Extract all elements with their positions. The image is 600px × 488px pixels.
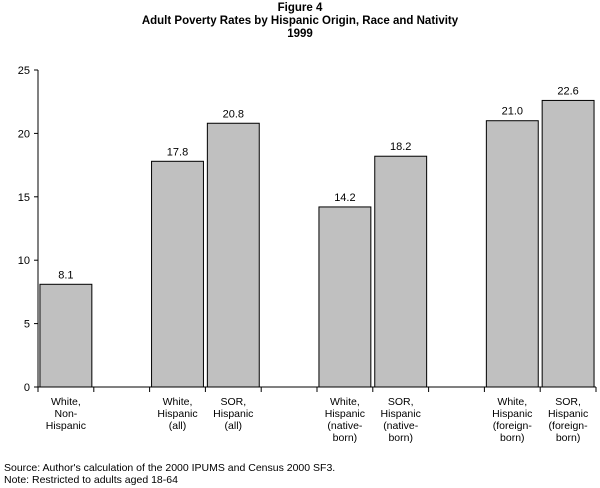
- data-label: 18.2: [390, 141, 411, 153]
- data-label: 20.8: [223, 108, 244, 120]
- category-label-line: (all): [225, 420, 243, 432]
- category-label-line: White,: [51, 396, 81, 408]
- y-tick-label: 10: [18, 255, 30, 267]
- category-label-line: SOR,: [388, 396, 414, 408]
- y-tick-label: 15: [18, 192, 30, 204]
- category-label: SOR, Hispanic (foreign-born): [548, 396, 588, 444]
- category-label-line: Hispanic: [325, 408, 365, 420]
- category-label-line: Hispanic: [157, 408, 197, 420]
- bar: [374, 155, 428, 388]
- bar: [151, 160, 204, 388]
- category-label: White, Non-Hispanic: [46, 396, 86, 432]
- category-label-line: White,: [163, 396, 193, 408]
- y-tick-label: 5: [24, 319, 30, 331]
- figure-label: Figure 4: [277, 2, 323, 14]
- y-tick-label: 20: [18, 128, 30, 140]
- category-label-line: Hispanic: [492, 408, 532, 420]
- bar: [206, 122, 260, 388]
- category-label-line: White,: [330, 396, 360, 408]
- data-label: 17.8: [167, 146, 188, 158]
- data-label: 8.1: [58, 269, 73, 281]
- category-label-line: SOR,: [220, 396, 246, 408]
- bar: [39, 283, 93, 388]
- category-label-line: Hispanic: [46, 420, 86, 432]
- category-label-line: born): [388, 432, 413, 444]
- category-label-line: born): [556, 432, 581, 444]
- category-label-line: (foreign-: [493, 420, 533, 432]
- data-label: 14.2: [334, 192, 355, 204]
- category-label-line: born): [333, 432, 358, 444]
- category-label-line: (foreign-: [549, 420, 589, 432]
- bar: [541, 99, 595, 388]
- data-label: 22.6: [557, 85, 578, 97]
- category-label-line: (native-: [383, 420, 419, 432]
- restriction-note: Note: Restricted to adults aged 18-64: [4, 474, 178, 486]
- bar: [318, 206, 372, 388]
- category-label-line: (all): [169, 420, 187, 432]
- category-label-line: Non-: [55, 408, 78, 420]
- category-label: SOR, Hispanic (all): [213, 396, 253, 432]
- category-label-line: Hispanic: [213, 408, 253, 420]
- category-label-line: Hispanic: [548, 408, 588, 420]
- category-label-line: (native-: [327, 420, 363, 432]
- category-label: White, Hispanic (native-born): [325, 396, 365, 444]
- chart-year: 1999: [287, 28, 313, 40]
- category-label-line: born): [500, 432, 525, 444]
- bar: [485, 120, 539, 388]
- category-label-line: Hispanic: [381, 408, 421, 420]
- source-note: Source: Author's calculation of the 2000…: [4, 462, 336, 474]
- category-label: White, Hispanic (foreign-born): [492, 396, 532, 444]
- category-label: SOR, Hispanic (native-born): [381, 396, 421, 444]
- category-label: White, Hispanic (all): [157, 396, 197, 432]
- category-label-line: White,: [497, 396, 527, 408]
- y-tick-label: 0: [24, 382, 30, 394]
- chart-title: Adult Poverty Rates by Hispanic Origin, …: [141, 15, 459, 27]
- category-label-line: SOR,: [555, 396, 581, 408]
- data-label: 21.0: [502, 106, 523, 118]
- y-tick-label: 25: [18, 65, 30, 77]
